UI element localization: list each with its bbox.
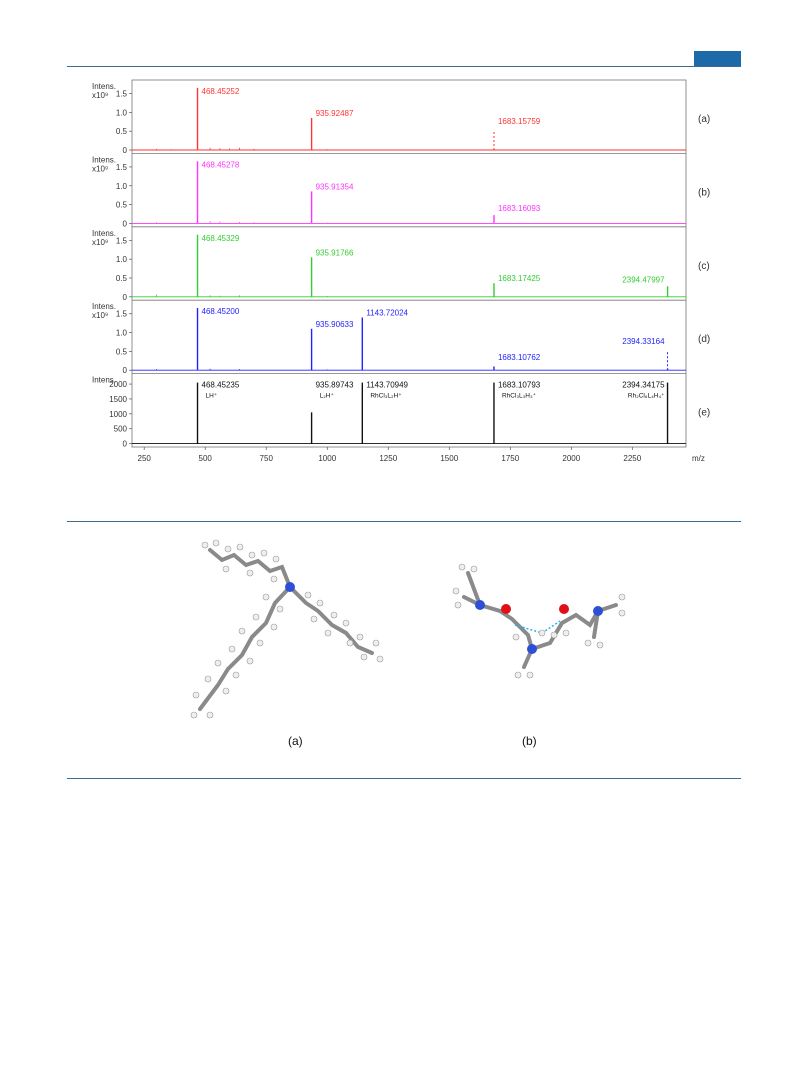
peak-label: 468.45278 bbox=[202, 160, 240, 169]
top-rule bbox=[67, 66, 741, 67]
x-tick-label: 2000 bbox=[562, 454, 580, 463]
caption-b: (b) bbox=[522, 734, 537, 748]
y-tick-label: 0 bbox=[123, 366, 128, 375]
peak-label: 935.90633 bbox=[316, 320, 354, 329]
y-axis-unit: x10⁹ bbox=[92, 238, 108, 247]
peak-label: 2394.34175 bbox=[622, 381, 665, 390]
y-axis-unit: x10⁹ bbox=[92, 164, 108, 173]
peak-sublabel: RhCl₃L₃H₃⁺ bbox=[502, 393, 537, 400]
peak-sublabel: L₂H⁺ bbox=[320, 393, 335, 400]
x-tick-label: 250 bbox=[138, 454, 152, 463]
peak-label: 2394.47997 bbox=[622, 275, 665, 284]
x-tick-label: 1250 bbox=[379, 454, 397, 463]
peak-label: 935.91354 bbox=[316, 182, 354, 191]
peak-label: 1683.17425 bbox=[498, 274, 541, 283]
spectrum-panel-a: Intens.x10⁹ 0 0.5 1.0 1.5 468.45252 935.92487 1… bbox=[92, 82, 710, 155]
x-tick-label: 2250 bbox=[623, 454, 641, 463]
y-tick-label: 1.5 bbox=[116, 90, 128, 99]
spectrum-panel-b: Intens.x10⁹ 0 0.5 1.0 1.5 468.45278 935.91354 1… bbox=[92, 153, 710, 228]
panel-tag: (e) bbox=[698, 408, 710, 419]
peak-label: 468.45329 bbox=[202, 234, 240, 243]
x-tick-label: 750 bbox=[260, 454, 274, 463]
hydrogen-bond-1 bbox=[514, 624, 543, 634]
bottom-rule bbox=[67, 778, 741, 779]
peak-sublabel: Rh₂Cl₆L₄H₄⁺ bbox=[628, 393, 665, 400]
molecule-b-nitrogen-3 bbox=[593, 606, 603, 616]
y-tick-label: 0.5 bbox=[116, 127, 128, 136]
spectrum-panel-c: Intens.x10⁹ 0 0.5 1.0 1.5 468.45329 935.91766 1… bbox=[92, 226, 710, 302]
peak-label: 1683.10762 bbox=[498, 353, 541, 362]
x-axis: 250 500 750 1000 1250 1500 1750 2000 2250 m/z bbox=[138, 447, 705, 463]
header-tab bbox=[694, 51, 741, 66]
y-tick-label: 1000 bbox=[109, 410, 127, 419]
x-tick-label: 500 bbox=[199, 454, 213, 463]
panel-tag: (b) bbox=[698, 187, 710, 198]
molecule-b-structure bbox=[462, 571, 618, 669]
y-tick-label: 500 bbox=[114, 425, 128, 434]
peak-label: 2394.33164 bbox=[622, 337, 665, 346]
peak-sublabel: RhCl₃L₂H⁺ bbox=[370, 393, 402, 400]
x-tick-label: 1000 bbox=[318, 454, 336, 463]
y-tick-label: 2000 bbox=[109, 380, 127, 389]
y-tick-label: 1.0 bbox=[116, 255, 128, 264]
peak-label: 935.89743 bbox=[316, 381, 354, 390]
peak-label: 1683.16093 bbox=[498, 204, 541, 213]
x-tick-label: 1500 bbox=[440, 454, 458, 463]
panel-tag: (c) bbox=[698, 261, 710, 272]
y-tick-label: 0.5 bbox=[116, 347, 128, 356]
peak-label: 1683.10793 bbox=[498, 381, 541, 390]
caption-a: (a) bbox=[288, 734, 303, 748]
molecule-b-oxygen-2 bbox=[559, 604, 569, 614]
y-tick-label: 1.0 bbox=[116, 182, 128, 191]
y-axis-label: Intens. bbox=[92, 82, 116, 91]
peak-label: 1143.70949 bbox=[366, 381, 408, 390]
y-tick-label: 0 bbox=[123, 146, 128, 155]
y-tick-label: 1.5 bbox=[116, 236, 128, 245]
molecule-a-nitrogen bbox=[285, 582, 295, 592]
peak-sublabel: LH⁺ bbox=[206, 393, 218, 400]
y-axis-label: Intens. bbox=[92, 155, 116, 164]
y-tick-label: 0 bbox=[123, 219, 128, 228]
y-axis-unit: x10⁹ bbox=[92, 91, 108, 100]
y-tick-label: 0 bbox=[123, 293, 128, 302]
molecule-b-nitrogen-1 bbox=[475, 600, 485, 610]
peak-label: 468.45235 bbox=[202, 381, 240, 390]
y-axis-unit: x10⁹ bbox=[92, 311, 108, 320]
peak-label: 468.45200 bbox=[202, 307, 240, 316]
peak-label: 468.45252 bbox=[202, 87, 240, 96]
peak-label: 1143.72024 bbox=[366, 308, 408, 317]
y-axis-label: Intens. bbox=[92, 376, 116, 385]
x-tick-label: 1750 bbox=[501, 454, 519, 463]
x-axis-label: m/z bbox=[692, 454, 705, 463]
y-tick-label: 1.0 bbox=[116, 108, 128, 117]
y-tick-label: 1.0 bbox=[116, 329, 128, 338]
peak-label: 1683.15759 bbox=[498, 117, 541, 126]
y-tick-label: 0 bbox=[123, 440, 128, 449]
molecule-b-nitrogen-2 bbox=[527, 644, 537, 654]
y-tick-label: 1.5 bbox=[116, 163, 128, 172]
y-tick-label: 0.5 bbox=[116, 274, 128, 283]
y-axis-label: Intens. bbox=[92, 302, 116, 311]
spectrum-panel-d: Intens.x10⁹ 0 0.5 1.0 1.5 468.45200 935.90633 1… bbox=[92, 299, 710, 375]
peak-label: 935.91766 bbox=[316, 248, 354, 257]
molecular-structures bbox=[190, 539, 626, 719]
middle-rule bbox=[67, 521, 741, 522]
peak-label: 935.92487 bbox=[316, 109, 354, 118]
molecule-b-oxygen-1 bbox=[501, 604, 511, 614]
molecule-a-structure bbox=[198, 548, 374, 711]
panel-tag: (a) bbox=[698, 114, 710, 125]
plot-frame bbox=[131, 79, 687, 448]
y-tick-label: 1.5 bbox=[116, 310, 128, 319]
spectrum-panel-e: Intens. 0 500 1000 1500 2000 468.45235 LH⁺ 935.8… bbox=[92, 373, 710, 449]
molecule-b-hydrogens bbox=[452, 563, 626, 679]
molecule-a-hydrogens bbox=[190, 539, 384, 719]
panel-tag: (d) bbox=[698, 334, 710, 345]
y-tick-label: 0.5 bbox=[116, 201, 128, 210]
y-axis-label: Intens. bbox=[92, 229, 116, 238]
y-tick-label: 1500 bbox=[109, 395, 127, 404]
